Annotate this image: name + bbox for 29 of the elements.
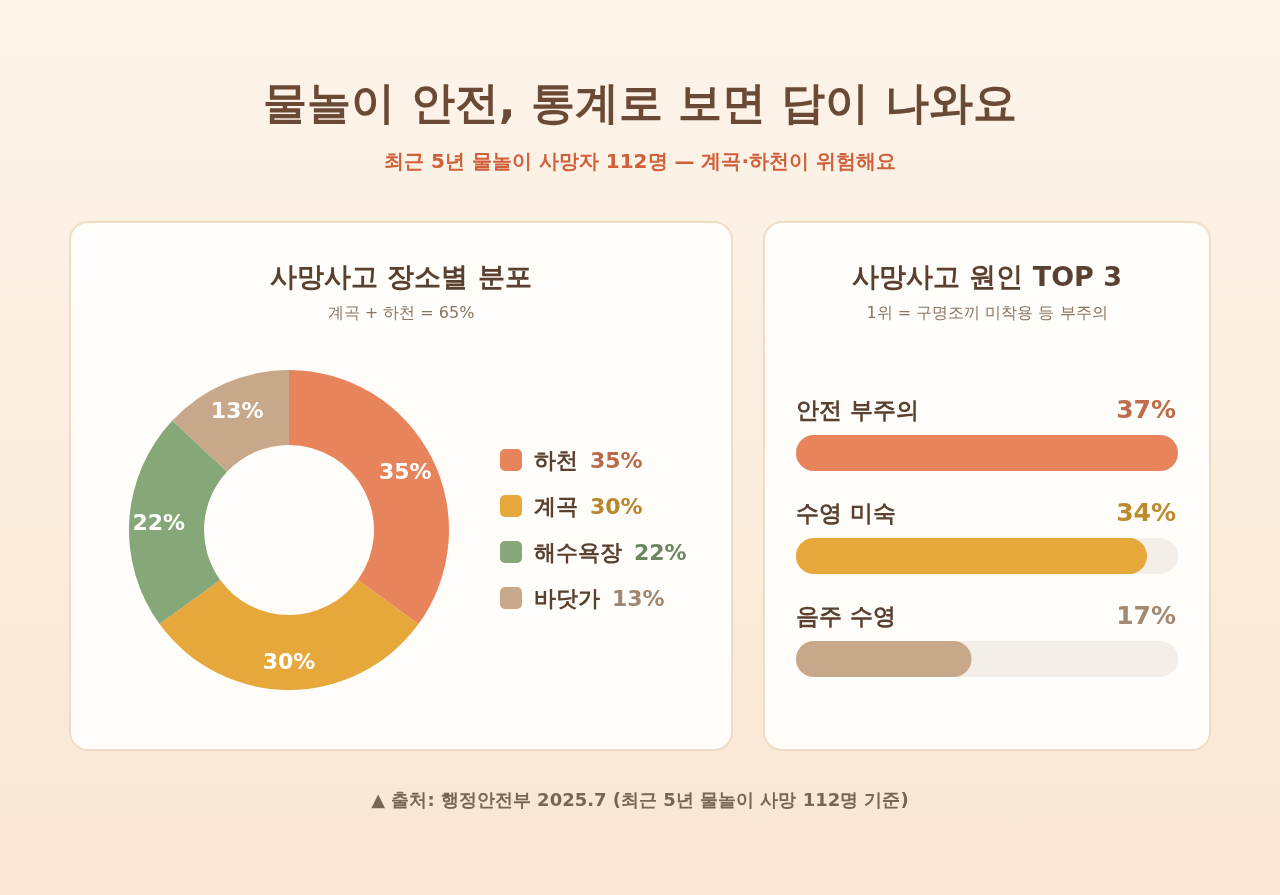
text: 30% bbox=[590, 494, 643, 519]
legend-label: 해수욕장 bbox=[534, 540, 622, 565]
y-tick-label: 수영 미숙 bbox=[796, 500, 897, 526]
y-tick-label: 음주 수영 bbox=[796, 603, 897, 629]
legend-label: 바닷가 bbox=[534, 586, 600, 611]
donut-slice bbox=[289, 370, 449, 625]
data-label: 37% bbox=[1116, 395, 1176, 424]
data-label: 34% bbox=[1116, 498, 1176, 527]
text: 35% bbox=[590, 448, 643, 473]
data-label: 17% bbox=[1116, 601, 1176, 630]
donut-slice bbox=[172, 370, 289, 472]
data-label: 35% bbox=[378, 458, 432, 484]
legend-label: 하천 bbox=[534, 448, 578, 473]
text: 최근 5년 물놀이 사망자 112명 — 계곡·하천이 위험해요 bbox=[383, 149, 897, 173]
chart-subtitle: 1위 = 구명조끼 미착용 등 부주의 bbox=[866, 303, 1108, 322]
text: 13% bbox=[612, 586, 665, 611]
text: ▲ 출처: 행정안전부 2025.7 (최근 5년 물놀이 사망 112명 기준) bbox=[371, 789, 909, 810]
donut-slice bbox=[159, 579, 419, 690]
data-label: 22% bbox=[132, 509, 186, 535]
data-label: 30% bbox=[262, 648, 316, 674]
y-tick-label: 안전 부주의 bbox=[796, 397, 920, 423]
chart-subtitle: 계곡 + 하천 = 65% bbox=[327, 303, 475, 322]
chart-title: 사망사고 원인 TOP 3 bbox=[851, 261, 1123, 292]
donut-slice bbox=[129, 420, 228, 625]
text: 물놀이 안전, 통계로 보면 답이 나와요 bbox=[263, 77, 1017, 128]
chart-title: 사망사고 장소별 분포 bbox=[270, 261, 532, 292]
legend-label: 계곡 bbox=[534, 494, 578, 519]
text: 22% bbox=[634, 540, 687, 565]
data-label: 13% bbox=[210, 398, 264, 424]
